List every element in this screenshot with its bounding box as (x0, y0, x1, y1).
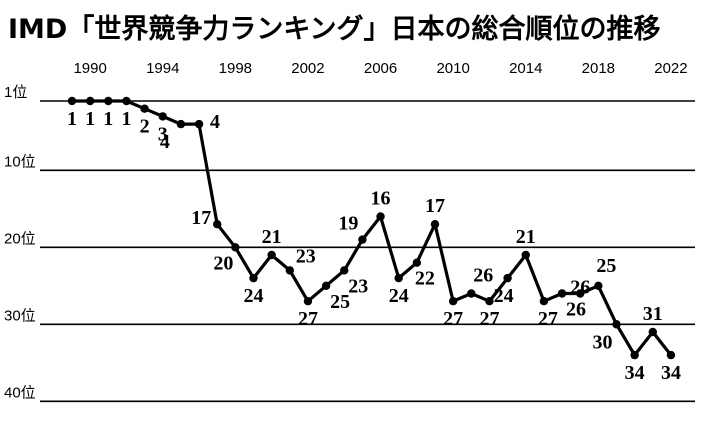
data-label: 16 (371, 188, 391, 210)
data-label: 1 (85, 108, 95, 130)
y-tick-label: 10位 (4, 153, 36, 170)
data-label: 17 (425, 195, 445, 217)
data-label: 31 (643, 303, 663, 325)
data-label: 24 (389, 285, 409, 307)
x-tick-label: 1990 (73, 60, 106, 77)
data-point (303, 297, 313, 306)
y-tick-label: 40位 (4, 384, 36, 401)
data-point (358, 235, 367, 244)
x-tick-label: 1998 (219, 60, 252, 77)
data-labels: 1 1 1 1 2 34417202421232725231916242217272627… (67, 108, 681, 384)
data-point (67, 96, 77, 106)
x-tick-label: 2006 (364, 60, 397, 77)
series-line (72, 99, 673, 357)
data-point (539, 297, 549, 306)
data-label: 23 (348, 275, 368, 297)
data-point (122, 96, 131, 106)
data-point (340, 266, 349, 275)
y-tick-label: 1位 (4, 84, 27, 101)
data-label: 25 (596, 255, 616, 277)
y-tick-label: 20位 (4, 230, 36, 247)
y-tick-label: 30位 (4, 307, 36, 324)
data-point (321, 281, 331, 290)
data-label: 21 (516, 226, 536, 248)
x-tick-label: 2010 (436, 60, 469, 77)
data-point (213, 220, 222, 229)
data-label: 27 (538, 308, 558, 330)
data-label: 4 (160, 131, 170, 153)
data-label: 24 (494, 285, 514, 307)
x-tick-label: 2018 (582, 60, 615, 77)
data-point (630, 350, 639, 360)
data-point (521, 250, 530, 260)
data-point (194, 119, 204, 129)
data-label: 27 (443, 308, 463, 330)
data-label: 26 (566, 299, 586, 321)
data-label: 2 (140, 116, 150, 138)
series-ranking (67, 96, 676, 360)
chart-title: IMD「世界競争力ランキング」日本の総合順位の推移 (8, 13, 661, 45)
data-point (557, 289, 567, 298)
data-point (448, 297, 458, 306)
data-point (158, 112, 167, 121)
data-point (376, 212, 385, 221)
data-label: 34 (625, 362, 645, 384)
data-label: 19 (338, 213, 358, 235)
data-label: 1 (103, 108, 113, 130)
data-point (104, 96, 113, 106)
data-point (612, 320, 621, 329)
data-label: 34 (661, 362, 681, 384)
data-label: 1 (67, 108, 77, 130)
data-point (85, 96, 95, 106)
grid-lines (40, 100, 695, 403)
data-label: 4 (210, 111, 220, 133)
data-point (267, 250, 276, 260)
data-label: 3 (158, 123, 168, 145)
data-point (430, 220, 440, 229)
data-point (576, 289, 585, 298)
x-tick-label: 2002 (291, 60, 324, 77)
data-point (140, 104, 149, 113)
x-tick-label: 1994 (146, 60, 179, 77)
data-point (412, 258, 422, 267)
x-tick-label: 2022 (654, 60, 687, 77)
data-label: 25 (330, 291, 350, 313)
data-label: 1 (121, 108, 131, 130)
data-point (594, 281, 603, 290)
data-label: 27 (479, 308, 499, 330)
data-label: 20 (213, 252, 233, 274)
data-label: 17 (191, 207, 211, 229)
data-label: 22 (415, 268, 435, 290)
data-point (467, 289, 476, 298)
data-point (666, 350, 676, 360)
x-axis-tick-labels: 1990 1994 1998 2002 2006 2010 2014 2018 2022 (73, 60, 687, 77)
data-point (485, 297, 494, 306)
data-point (231, 243, 240, 252)
data-label: 24 (244, 285, 264, 307)
y-axis-tick-labels: 1位 10位 20位 30位 40位 (4, 84, 36, 401)
data-point (394, 273, 403, 283)
x-tick-label: 2014 (509, 60, 542, 77)
data-label: 23 (296, 245, 316, 267)
data-label: 30 (593, 331, 613, 353)
data-point (176, 119, 186, 129)
data-point (503, 273, 512, 283)
data-label: 26 (570, 277, 590, 299)
data-label: 27 (298, 308, 318, 330)
data-label: 21 (262, 226, 282, 248)
data-point (285, 266, 294, 275)
data-point (648, 327, 657, 337)
data-label: 26 (473, 265, 493, 287)
data-point (249, 273, 258, 283)
